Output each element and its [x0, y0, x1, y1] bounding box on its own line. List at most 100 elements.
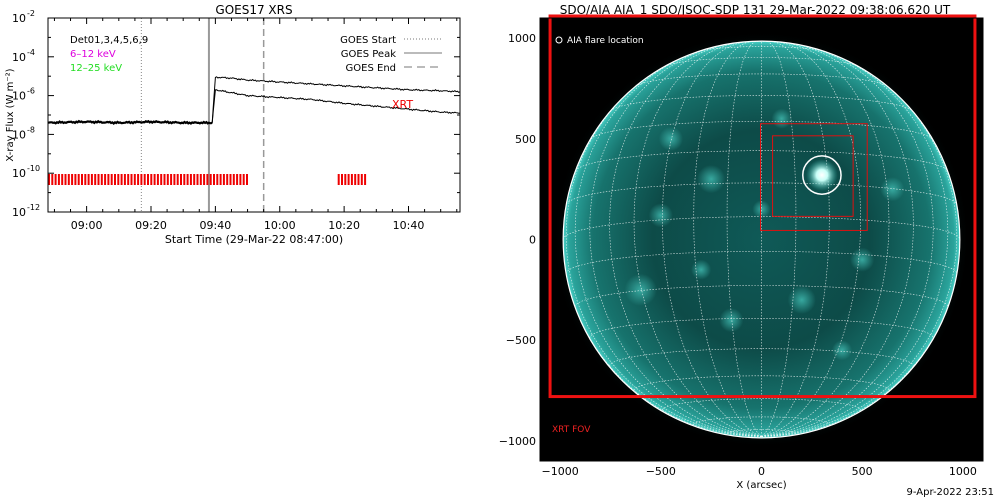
- flux-series-line: [211, 76, 461, 123]
- xrt-bar-tick: [246, 174, 248, 185]
- x-axis-label: Start Time (29-Mar-22 08:47:00): [165, 233, 343, 246]
- xrt-bar-tick: [94, 174, 97, 185]
- y-tick-exponent: -12: [27, 203, 40, 212]
- grid-line: [761, 43, 914, 437]
- xrt-bar-tick: [337, 174, 340, 185]
- x-tick-label: −1000: [542, 465, 579, 478]
- grid-line: [761, 45, 934, 437]
- y-tick-exponent: -10: [27, 164, 40, 173]
- grid-line: [566, 182, 957, 205]
- xrt-bar-tick: [206, 174, 209, 185]
- aia-legend: AIA flare location: [555, 36, 644, 46]
- xrt-bar-tick: [229, 174, 232, 185]
- active-region: [787, 285, 816, 315]
- xrt-bar-tick: [48, 174, 50, 185]
- grid-line: [761, 41, 830, 437]
- xrt-bar-tick: [133, 174, 136, 185]
- grid-line: [610, 95, 913, 112]
- xrt-bar-tick: [226, 174, 229, 185]
- xrt-bar-tick: [67, 174, 70, 185]
- xrt-bar-tick: [364, 174, 367, 185]
- xrt-bar-tick: [114, 174, 116, 185]
- xrt-bar-tick: [100, 174, 103, 185]
- grid-line: [565, 77, 762, 437]
- xrt-target-box: [772, 135, 854, 217]
- flare-location-circle: [802, 155, 842, 195]
- grid-line: [575, 150, 948, 172]
- xrt-bar-tick: [61, 174, 64, 185]
- heliographic-grid: [562, 40, 961, 439]
- y-tick-label: −500: [506, 334, 536, 347]
- x-tick-label: 10:20: [328, 219, 360, 232]
- energy-legend: Det01,3,4,5,6,9 6–12 keV 12–25 keV: [70, 35, 148, 74]
- xrt-bar-tick: [341, 174, 343, 185]
- active-region: [658, 126, 683, 151]
- timestamp-footer: 9-Apr-2022 23:51: [906, 487, 994, 498]
- xrt-bar-tick: [84, 174, 87, 185]
- active-region: [691, 259, 712, 280]
- flux-series-line: [47, 119, 213, 125]
- x-tick-label: 09:20: [135, 219, 167, 232]
- xrt-bar-tick: [74, 174, 77, 185]
- grid-line: [662, 398, 861, 411]
- xrt-bar-tick: [150, 174, 153, 185]
- xrt-bar-tick: [180, 174, 182, 185]
- x-tick-label: 0: [758, 465, 765, 478]
- y-tick-exponent: -6: [27, 87, 35, 96]
- flux-series-line: [211, 89, 461, 123]
- legend-entry: GOES End: [346, 63, 396, 74]
- solar-disk: [553, 31, 970, 448]
- goes-event-lines: [140, 18, 265, 212]
- active-region: [697, 164, 726, 194]
- xrt-bar-tick: [216, 174, 219, 185]
- xrt-bar-tick: [156, 174, 159, 185]
- y-tick-label: 10: [12, 167, 26, 180]
- xrt-bar-tick: [153, 174, 156, 185]
- xrt-fov-label: XRT FOV: [552, 425, 591, 435]
- active-region: [648, 203, 673, 228]
- y-tick-label: 10: [12, 51, 26, 64]
- flare-location-label: AIA flare location: [567, 36, 644, 46]
- flare-kernel: [805, 159, 838, 192]
- x-tick-label: 500: [852, 465, 873, 478]
- xrt-bar-tick: [347, 174, 350, 185]
- grid-line: [633, 41, 762, 437]
- x-tick-label: 10:00: [264, 219, 296, 232]
- grid-line: [726, 41, 762, 437]
- xrt-fov-boxes: [548, 14, 977, 399]
- xrt-bar-tick: [127, 174, 130, 185]
- y-tick-label: 10: [12, 206, 26, 219]
- xrt-bar-tick: [360, 174, 363, 185]
- legend-entry: 6–12 keV: [70, 49, 116, 60]
- active-region: [624, 273, 657, 306]
- active-region: [752, 200, 771, 219]
- xrt-bar-tick: [130, 174, 133, 185]
- xrt-bar-tick: [170, 174, 173, 185]
- xrt-bar-tick: [57, 174, 60, 185]
- x-tick-label: 10:40: [393, 219, 425, 232]
- y-tick-label: 10: [12, 12, 26, 25]
- grid-line: [635, 73, 888, 87]
- y-axis-label: X-ray Flux (W m⁻²): [5, 68, 16, 161]
- xrt-bar-tick: [344, 174, 347, 185]
- y-tick-label: −1000: [499, 435, 536, 448]
- grid-line: [698, 46, 825, 52]
- xrt-fov-box: [548, 14, 977, 399]
- y-tick-label: 10: [12, 90, 26, 103]
- x-axis-ticks: 09:00 09:20 09:40 10:00 10:20 10:40: [53, 18, 458, 232]
- legend-entry: 12–25 keV: [70, 63, 122, 74]
- xrt-bar-tick: [213, 174, 215, 185]
- legend-entry: GOES Peak: [341, 49, 396, 60]
- xrt-bar-tick: [219, 174, 222, 185]
- y-tick-exponent: -4: [27, 48, 35, 57]
- active-region: [850, 247, 875, 272]
- grid-line: [761, 41, 862, 437]
- xrt-bar-tick: [173, 174, 176, 185]
- xrt-bar-tick: [107, 174, 110, 185]
- xrt-bar-tick: [193, 174, 196, 185]
- x-tick-label: 09:00: [71, 219, 103, 232]
- xrt-bar-tick: [242, 174, 245, 185]
